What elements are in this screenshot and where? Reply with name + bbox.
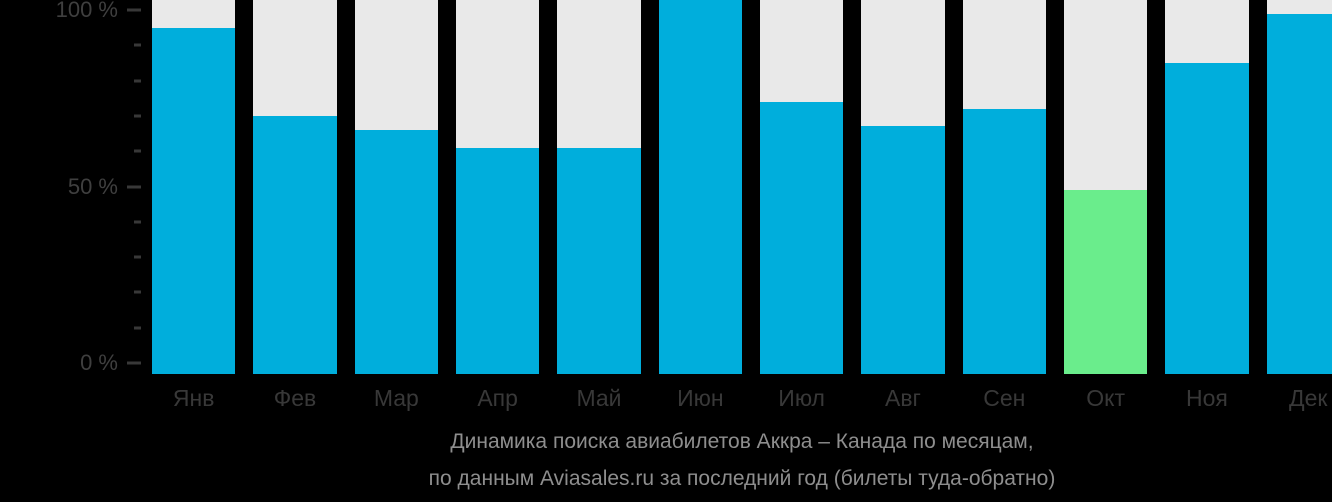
bar-track [759,0,844,374]
y-tick-minor [134,79,141,83]
bar-track [1063,0,1148,374]
bar [658,0,742,374]
x-axis-label: Ноя [1186,385,1228,411]
x-axis-label: Апр [477,385,518,411]
y-tick-minor [134,43,141,47]
bar [253,116,337,374]
bar-track [1165,0,1249,374]
y-axis-label: 100 % [55,0,118,22]
x-axis-label: Дек [1289,385,1328,411]
x-axis-label: Авг [884,385,921,411]
y-tick-minor [134,220,141,224]
bar-slot-8: Авг [861,0,945,416]
bar-slot-1: Янв [152,0,236,416]
x-axis-label: Июл [778,385,825,411]
bar-track [1266,0,1332,374]
y-tick-major [127,361,141,365]
x-axis-label: Май [576,385,622,411]
y-tick-minor [134,326,141,330]
bar-track [253,0,337,374]
bar-track [658,0,742,374]
bar-track [557,0,641,374]
bar-slot-5: Май [557,0,641,416]
x-axis-label: Июн [677,385,724,411]
bar-track [962,0,1046,374]
y-tick-minor [134,255,141,259]
x-axis-label: Мар [373,385,419,411]
x-axis-label: Сен [983,385,1026,411]
bar-track [152,0,236,374]
bar-slot-9: Сен [962,0,1046,416]
y-axis: 100 % 50 % 0 % [0,0,152,375]
bar [152,28,236,374]
x-axis-label: Янв [172,385,215,411]
y-tick-minor [134,149,141,153]
y-tick-major [127,8,141,12]
bar [354,130,438,374]
chart-caption: Динамика поиска авиабилетов Аккра – Кана… [152,423,1332,497]
caption-line-1: Динамика поиска авиабилетов Аккра – Кана… [450,430,1034,453]
bar [557,148,641,374]
bar-slot-6: Июн [658,0,742,416]
bar-slot-4: Апр [455,0,540,416]
bar-slot-10: Окт [1063,0,1148,416]
caption-line-2: по данным Aviasales.ru за последний год … [428,467,1056,490]
bar-slot-11: Ноя [1165,0,1249,416]
bar [962,109,1046,374]
y-tick-minor [134,290,141,294]
bar-slot-2: Фев [253,0,337,416]
bar [1266,14,1332,374]
bar-slot-3: Мар [354,0,438,416]
bar-track [861,0,945,374]
bar-slot-12: Дек [1266,0,1332,416]
y-axis-label: 50 % [67,173,118,199]
bar [455,148,540,374]
y-tick-minor [134,114,141,118]
y-tick-major [127,185,141,188]
bar-highlighted [1063,190,1148,374]
bar [1165,63,1249,374]
bar-track [455,0,540,374]
plot-area: Янв Фев Мар Апр Май Июн Июл Авг Сен Окт Ноя Дек [152,0,1332,416]
y-axis-label: 0 % [80,350,118,375]
x-axis-label: Фев [273,385,317,411]
bar-slot-7: Июл [759,0,844,416]
bar [861,126,945,374]
bar-track [354,0,438,374]
bar [759,102,844,374]
x-axis-label: Окт [1086,385,1125,411]
